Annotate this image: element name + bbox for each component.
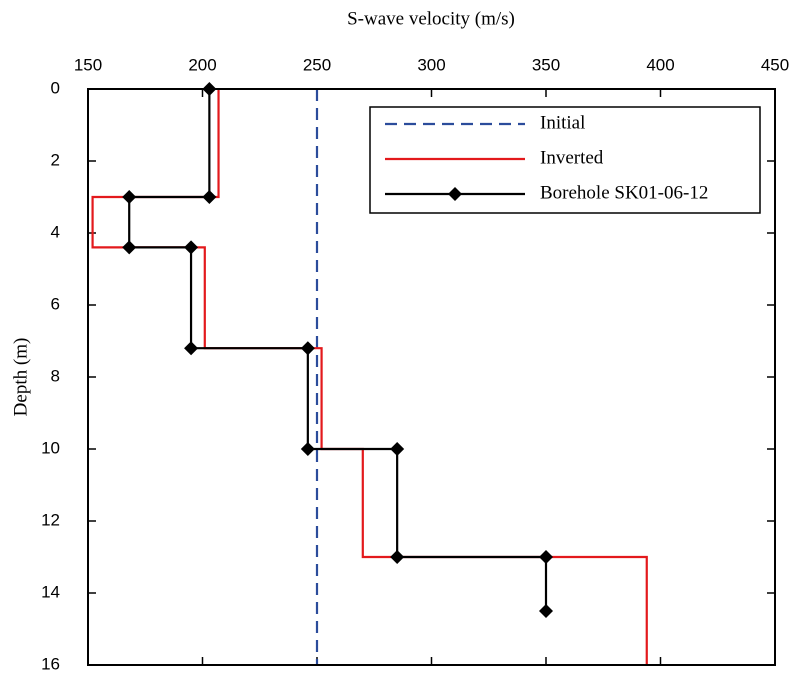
data-point (122, 240, 137, 255)
x-tick-label: 150 (74, 55, 102, 74)
y-tick-label: 16 (41, 654, 60, 673)
x-tick-label: 400 (646, 55, 674, 74)
legend-marker (448, 187, 462, 201)
data-point (184, 240, 199, 255)
data-point (539, 604, 553, 618)
y-tick-label: 6 (51, 294, 60, 313)
x-tick-label: 250 (303, 55, 331, 74)
y-tick-label: 12 (41, 510, 60, 529)
x-tick-label: 200 (188, 55, 216, 74)
y-tick-label: 10 (41, 438, 60, 457)
legend-label: Inverted (540, 147, 604, 168)
plot-frame (87, 88, 776, 666)
data-point (122, 190, 137, 204)
legend: Initial Inverted Borehole SK01-06-12 (369, 106, 761, 214)
data-point (300, 442, 315, 456)
y-tick-label: 0 (51, 78, 60, 97)
y-tick-label: 8 (51, 366, 60, 385)
data-point (202, 190, 217, 204)
data-point (300, 341, 315, 356)
x-axis-label: S-wave velocity (m/s) (347, 8, 515, 29)
series-line (128, 89, 548, 611)
y-tick-label: 2 (51, 150, 60, 169)
legend-label: Initial (540, 112, 585, 133)
legend-label: Borehole SK01-06-12 (540, 182, 708, 203)
data-point (539, 550, 553, 564)
y-axis-label: Depth (m) (10, 338, 31, 417)
data-point (390, 442, 405, 456)
x-tick-label: 300 (417, 55, 445, 74)
x-tick-label: 350 (532, 55, 560, 74)
data-point (184, 341, 199, 356)
y-tick-label: 14 (41, 582, 60, 601)
data-point (390, 550, 405, 564)
y-tick-label: 4 (51, 222, 60, 241)
x-tick-label: 450 (761, 55, 789, 74)
